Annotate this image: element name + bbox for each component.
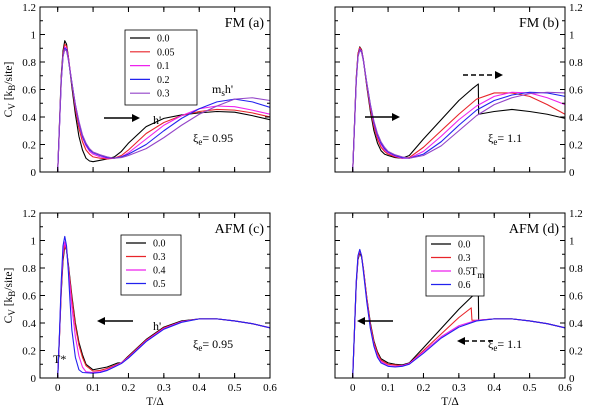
legend-entry: 0.4	[153, 266, 166, 277]
x-tick-label: 0.5	[523, 382, 537, 394]
series-line-b-4	[352, 49, 565, 172]
y-tick-label: 0.6	[569, 291, 583, 303]
y-tick-label: 0.4	[569, 318, 583, 330]
y-tick-label: 0.6	[22, 291, 36, 303]
y-tick-label: 0.8	[22, 263, 36, 275]
y-tick-label: 1	[569, 30, 575, 42]
series-line-a-3	[57, 47, 270, 172]
y-tick-label: 0.8	[22, 57, 36, 69]
series-line-a-2	[57, 46, 270, 172]
legend-entry: 0.6	[458, 280, 471, 291]
panel-c: 0 0.1 0.2 0.3 0.4 0.5 0.6 0 0.2 0.4 0.6 0.8 1 1.2 T/Δ C…	[3, 208, 277, 408]
arrow-right	[365, 113, 400, 121]
panel-label: FM (b)	[519, 16, 559, 31]
x-tick-label: 0.1	[381, 382, 395, 394]
y-tick-label: 1	[31, 30, 37, 42]
y-tick-label: 0.4	[569, 112, 583, 124]
x-axis-label: T/Δ	[441, 396, 459, 408]
panel-d: 0 0.1 0.2 0.3 0.4 0.5 0.600.20.40.60.811.2T/ΔA…	[334, 208, 583, 408]
legend: 0.0 0.3 0.4 0.5	[120, 234, 182, 296]
y-tick-label: 1	[31, 236, 37, 248]
legend-entry: 0.5	[153, 279, 166, 290]
x-tick-label: 0.4	[192, 382, 206, 394]
arrow-left	[97, 317, 133, 325]
y-tick-label: 0.6	[22, 85, 36, 97]
panel-a: 00.20.40.60.811.2CV [kB/site]FM (a)0.00.…	[3, 2, 271, 179]
y-tick-label: 0	[31, 373, 37, 385]
series-line-a-1	[57, 43, 270, 172]
y-tick-label: 1.2	[22, 2, 36, 14]
t-star-annotation: T*	[53, 352, 66, 366]
panel-label: FM (a)	[225, 16, 265, 31]
x-tick-label: 0.3	[452, 382, 466, 394]
legend-entry: 0.3	[458, 253, 471, 264]
panel-label: AFM (c)	[215, 222, 265, 237]
y-axis-label: CV [kB/site]	[3, 62, 17, 118]
x-tick-label: 0.6	[263, 382, 277, 394]
panel-label: AFM (d)	[509, 222, 560, 237]
x-tick-label: 0.6	[558, 382, 572, 394]
legend-entry: 0.05	[157, 47, 175, 58]
xi-annotation: ξe= 0.95	[193, 337, 233, 353]
legend-entry: 0.2	[157, 75, 170, 86]
xi-annotation: ξe= 1.1	[488, 131, 522, 147]
h-prime-annotation: h'	[153, 319, 161, 333]
arrow-left	[357, 317, 393, 325]
y-tick-label: 0.8	[569, 57, 583, 69]
x-tick-label: 0.1	[86, 382, 100, 394]
y-tick-label: 0.2	[569, 346, 583, 358]
legend-entry: 0.3	[153, 252, 166, 263]
xi-annotation: ξe= 1.1	[488, 337, 522, 353]
series-line-c-3	[57, 235, 270, 378]
y-tick-label: 0.2	[22, 140, 36, 152]
series-line-b-0	[352, 46, 565, 172]
y-axis-label: CV [kB/site]	[3, 268, 17, 324]
arrow-right-dashed	[463, 71, 503, 79]
series-line-a-4	[57, 49, 270, 172]
series-line-b-1	[352, 47, 565, 172]
tm-annotation: Tm	[470, 264, 484, 280]
series-line-d-3	[352, 248, 565, 378]
y-tick-label: 1.2	[569, 2, 583, 14]
plot-frame	[334, 6, 566, 173]
legend-entry: 0.3	[157, 89, 170, 100]
y-tick-label: 0.2	[22, 346, 36, 358]
legend: 0.0 0.05 0.1 0.2 0.3	[124, 29, 198, 106]
legend-entry: 0.1	[157, 61, 170, 72]
arrow-right	[104, 114, 140, 122]
h-prime-annotation: h'	[153, 113, 161, 127]
y-tick-label: 0	[31, 167, 37, 179]
legend-entry: 0.0	[153, 239, 166, 250]
x-axis-label: T/Δ	[146, 396, 164, 408]
y-tick-label: 0.2	[569, 140, 583, 152]
legend: 0.0 0.3 0.5 0.6	[425, 235, 485, 297]
legend-entry: 0.0	[458, 240, 471, 251]
x-tick-label: 0.4	[487, 382, 501, 394]
x-tick-label: 0	[55, 382, 61, 394]
y-tick-label: 1	[569, 236, 575, 248]
y-tick-label: 0	[569, 373, 575, 385]
y-tick-label: 0.4	[22, 112, 36, 124]
panel-b: 0 0.2 0.4 0.6 0.8 1 1.2 FM (b) ξe= 1.1	[334, 2, 583, 179]
x-tick-label: 0.3	[157, 382, 171, 394]
legend-entry: 0.0	[157, 34, 170, 45]
ms-h-annotation: msh'	[212, 82, 233, 98]
y-tick-label: 1.2	[22, 208, 36, 220]
series-line-a-0	[57, 40, 270, 172]
y-tick-label: 0.8	[569, 263, 583, 275]
y-tick-label: 0.4	[22, 318, 36, 330]
arrow-left-dashed	[457, 337, 493, 345]
legend-entry: 0.5	[458, 267, 471, 278]
xi-annotation: ξe= 0.95	[193, 131, 233, 147]
x-tick-label: 0.2	[417, 382, 431, 394]
x-tick-label: 0.5	[228, 382, 242, 394]
x-tick-label: 0	[350, 382, 356, 394]
y-tick-label: 1.2	[569, 208, 583, 220]
y-tick-label: 0.6	[569, 85, 583, 97]
x-tick-label: 0.2	[122, 382, 136, 394]
y-tick-label: 0	[569, 167, 575, 179]
